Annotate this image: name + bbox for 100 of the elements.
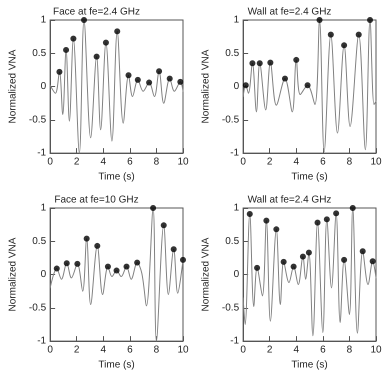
- point: [114, 28, 120, 34]
- point: [360, 248, 366, 254]
- point: [102, 40, 109, 46]
- x-tick-label: 10: [177, 156, 189, 168]
- x-tick-label: 8: [346, 344, 353, 356]
- point: [114, 267, 120, 274]
- x-axis-title: Time (s): [98, 359, 135, 370]
- x-tick-label: 6: [320, 156, 326, 168]
- point: [249, 60, 256, 66]
- point: [126, 72, 132, 78]
- point: [94, 242, 100, 248]
- point: [341, 256, 348, 262]
- point: [70, 36, 76, 42]
- y-axis-title: Normalized VNA: [200, 49, 212, 124]
- point: [328, 32, 334, 38]
- y-tick-label: -0.5: [28, 114, 47, 126]
- point: [180, 256, 186, 262]
- point: [84, 235, 90, 242]
- y-tick-label: -0.5: [222, 114, 240, 126]
- point: [290, 263, 297, 270]
- point: [170, 246, 177, 252]
- point: [54, 265, 60, 272]
- point: [333, 210, 340, 216]
- chart-title: Face at fe=10 GHz: [54, 194, 139, 205]
- point: [263, 217, 270, 224]
- point: [324, 216, 330, 222]
- point: [304, 82, 311, 88]
- point: [134, 76, 141, 83]
- x-tick-label: 8: [154, 156, 160, 168]
- y-tick-label: 1: [40, 202, 47, 213]
- point: [242, 82, 249, 88]
- y-tick-label: 0.5: [32, 48, 47, 59]
- point: [367, 17, 374, 23]
- point: [282, 76, 288, 82]
- x-tick-label: 10: [177, 344, 189, 356]
- point: [160, 222, 167, 228]
- point: [306, 249, 312, 256]
- point: [267, 60, 274, 66]
- point: [300, 253, 306, 260]
- point: [256, 60, 263, 66]
- x-tick-label: 2: [74, 344, 80, 356]
- point: [56, 68, 62, 75]
- x-tick-label: 8: [154, 344, 160, 356]
- x-tick-label: 10: [370, 156, 382, 168]
- point: [104, 263, 111, 270]
- x-tick-label: 6: [320, 344, 326, 356]
- y-tick-label: 0: [40, 268, 47, 280]
- point: [81, 17, 88, 23]
- x-tick-label: 4: [294, 156, 300, 168]
- x-tick-label: 4: [100, 156, 106, 168]
- point: [356, 32, 362, 38]
- chart-title: Wall at fe=2.4 GHz: [248, 194, 332, 205]
- x-axis-title: Time (s): [98, 172, 135, 182]
- chart-title: Wall at fe=2.4 GHz: [248, 6, 332, 18]
- point: [74, 260, 80, 266]
- y-tick-label: -1: [230, 148, 240, 159]
- point: [314, 219, 321, 226]
- y-tick-label: 1: [40, 14, 47, 26]
- point: [293, 56, 300, 63]
- y-tick-label: 0.5: [225, 235, 240, 246]
- x-tick-label: 2: [74, 156, 80, 168]
- point: [316, 17, 323, 23]
- y-tick-label: 1: [234, 14, 240, 26]
- point: [280, 258, 287, 264]
- y-tick-label: -0.5: [222, 302, 240, 313]
- y-tick-label: -0.5: [28, 302, 47, 313]
- y-tick-label: 0.5: [225, 48, 240, 59]
- point: [341, 42, 348, 48]
- point: [350, 204, 356, 210]
- y-tick-label: 0.5: [32, 235, 47, 246]
- x-tick-label: 10: [370, 344, 382, 356]
- y-axis-title: Normalized VNA: [200, 236, 212, 312]
- y-tick-label: 0: [234, 81, 240, 92]
- x-axis-title: Time (s): [291, 359, 328, 370]
- point: [124, 263, 130, 270]
- y-tick-label: 0: [40, 81, 47, 92]
- y-tick-label: 0: [234, 268, 240, 280]
- y-tick-label: -1: [37, 148, 47, 159]
- point: [273, 226, 280, 232]
- x-axis-title: Time (s): [291, 172, 328, 182]
- x-tick-label: 6: [127, 156, 134, 168]
- y-axis-title: Normalized VNA: [8, 49, 18, 124]
- point: [254, 264, 260, 270]
- y-tick-label: 1: [234, 202, 240, 213]
- y-tick-label: -1: [230, 335, 240, 346]
- x-tick-label: 4: [294, 344, 300, 356]
- point: [94, 54, 100, 60]
- point: [166, 76, 173, 82]
- point: [156, 68, 162, 74]
- x-tick-label: 8: [346, 156, 353, 168]
- point: [146, 80, 152, 86]
- y-axis-title: Normalized VNA: [8, 236, 18, 312]
- point: [63, 46, 70, 53]
- y-tick-label: -1: [37, 335, 47, 346]
- point: [64, 260, 70, 266]
- x-tick-label: 2: [266, 344, 273, 356]
- point: [150, 204, 156, 210]
- point: [177, 78, 184, 85]
- point: [370, 258, 376, 264]
- chart-title: Face at fe=2.4 GHz: [53, 6, 140, 18]
